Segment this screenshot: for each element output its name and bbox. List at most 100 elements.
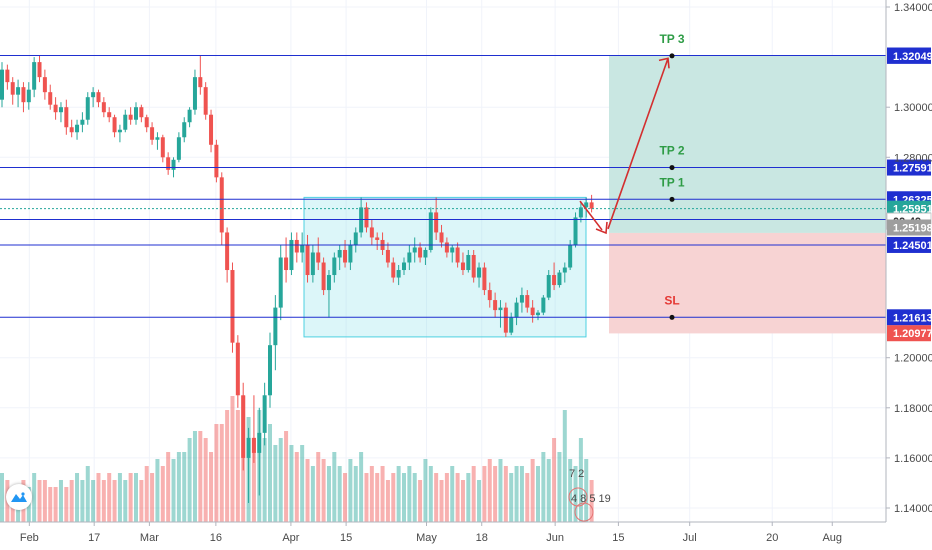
candle	[0, 62, 4, 108]
candle-body	[117, 129, 122, 133]
volume-bar	[573, 466, 578, 522]
volume-bar	[160, 466, 165, 522]
candle	[16, 79, 21, 108]
candle-body	[58, 107, 63, 113]
price-tag-label: 1.21613	[893, 312, 932, 324]
candle	[498, 300, 503, 328]
volume-bar	[166, 452, 171, 522]
volume-bar	[262, 438, 267, 522]
volume-bar	[369, 466, 374, 522]
volume-bar	[268, 424, 272, 522]
candle-body	[514, 302, 519, 318]
candle	[482, 262, 487, 296]
candle-body	[37, 62, 42, 78]
candle	[326, 270, 331, 318]
price-axis[interactable]: 1.320631.320491.275911.263251.2595109:49…	[885, 0, 932, 522]
volume-bar	[305, 459, 310, 522]
volume-bar	[289, 445, 294, 522]
volume-bars	[0, 396, 594, 522]
candle-body	[493, 300, 498, 311]
volume-bar	[509, 473, 514, 522]
price-tick-label: 1.18000	[894, 403, 932, 415]
volume-bar	[219, 424, 224, 522]
candle	[75, 119, 80, 140]
time-tick-label: 15	[612, 532, 624, 544]
volume-bar	[284, 431, 289, 522]
candle-body	[198, 77, 203, 88]
candle	[273, 295, 278, 371]
event-markers[interactable]: 7 2 4 8 5 19	[568, 468, 611, 522]
time-tick-label: Jul	[683, 532, 697, 544]
price-tag-label: 1.20977	[893, 328, 932, 340]
volume-bar	[32, 473, 37, 522]
volume-bar	[444, 473, 449, 522]
candle	[546, 270, 551, 301]
tradingview-logo-icon[interactable]	[6, 484, 32, 510]
candle	[139, 104, 144, 123]
volume-bar	[176, 452, 181, 522]
candle-body	[48, 92, 53, 105]
candle-body	[91, 92, 96, 98]
time-tick-label: Aug	[822, 532, 842, 544]
candle-body	[21, 87, 26, 103]
volume-bar	[450, 466, 455, 522]
volume-bar	[412, 473, 417, 522]
candle-body	[332, 257, 337, 276]
candle-body	[53, 104, 58, 113]
volume-bar	[584, 459, 589, 522]
price-tick-label: 1.14000	[894, 503, 932, 515]
trade-zones	[303, 55, 886, 338]
volume-bar	[375, 473, 380, 522]
volume-bar	[482, 466, 487, 522]
time-tick-label: Mar	[140, 532, 159, 544]
time-axis[interactable]: Feb 17 Mar 16 Apr 15 May 18 Jun 15 Jul 20 Aug	[0, 521, 886, 544]
candle-body	[407, 252, 412, 263]
candle-body	[326, 275, 331, 291]
volume-bar	[96, 473, 101, 522]
price-tag-bg	[887, 325, 931, 342]
candle	[117, 124, 122, 143]
candle-body	[112, 117, 117, 133]
candle-body	[477, 267, 482, 278]
candle-body	[64, 107, 69, 128]
volume-bar	[101, 480, 106, 522]
candle-body	[487, 290, 492, 301]
candle-body	[139, 107, 144, 118]
candle-body	[155, 137, 160, 140]
candle	[69, 119, 74, 138]
candle	[541, 295, 546, 316]
candle	[235, 335, 240, 408]
volume-bar	[337, 466, 342, 522]
candle	[268, 332, 272, 408]
target-dot	[669, 314, 675, 320]
volume-bar	[428, 466, 433, 522]
event-flag-icon	[574, 502, 594, 522]
volume-bar	[91, 480, 96, 522]
candle-body	[10, 82, 15, 95]
price-tick-label: 1.16000	[894, 453, 932, 465]
candle	[37, 55, 42, 83]
candle	[155, 132, 160, 150]
volume-bar	[519, 466, 524, 522]
volume-bar	[391, 473, 396, 522]
candle	[160, 134, 165, 163]
volume-bar	[498, 459, 503, 522]
candlesticks[interactable]	[0, 55, 594, 503]
price-tag-label: 1.32049	[893, 51, 932, 63]
candle-body	[310, 252, 315, 276]
candle-body	[466, 254, 471, 271]
candle-body	[262, 395, 267, 433]
price-tag-bg	[887, 159, 931, 176]
volume-bar	[310, 466, 315, 522]
volume-bar	[557, 452, 562, 522]
volume-bar	[64, 487, 69, 522]
candle	[525, 290, 530, 313]
target-dot	[669, 53, 675, 59]
price-tick-label: 1.34000	[894, 2, 932, 14]
volume-bar	[434, 473, 439, 522]
volume-bar	[471, 466, 476, 522]
candle	[262, 382, 267, 446]
candle	[353, 227, 358, 253]
volume-bar	[503, 466, 508, 522]
